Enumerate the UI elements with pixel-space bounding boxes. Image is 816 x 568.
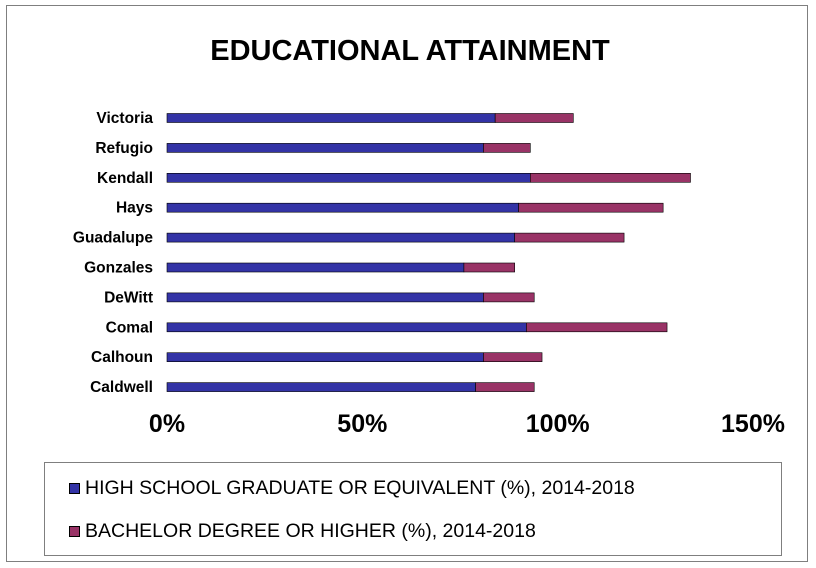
legend-label-high-school: HIGH SCHOOL GRADUATE OR EQUIVALENT (%), … <box>85 476 635 499</box>
bar-victoria-series-1 <box>166 113 496 123</box>
category-labels: Victoria Refugio Kendall Hays Guadalupe Gonza… <box>73 110 153 396</box>
bar-gonzales-series-1 <box>166 262 465 273</box>
chart-title: EDUCATIONAL ATTAINMENT <box>210 35 610 67</box>
bar-victoria-series-2 <box>494 113 574 123</box>
category-label-refugio: Refugio <box>95 140 153 157</box>
bar-dewitt-series-2 <box>483 292 535 303</box>
bar-guadalupe-series-2 <box>514 232 625 243</box>
legend-swatch-high-school <box>69 482 80 494</box>
x-tick-label-3: 150% <box>721 410 785 438</box>
x-tick-label-0: 0% <box>149 410 185 438</box>
bar-caldwell-series-1 <box>166 382 476 392</box>
category-label-comal: Comal <box>106 319 153 336</box>
category-label-kendall: Kendall <box>97 170 153 187</box>
legend: HIGH SCHOOL GRADUATE OR EQUIVALENT (%), … <box>44 462 782 556</box>
category-label-dewitt: DeWitt <box>104 289 153 306</box>
bar-gonzales-series-2 <box>463 262 515 273</box>
bar-guadalupe-series-1 <box>166 232 515 243</box>
x-tick-label-1: 50% <box>337 410 387 438</box>
bar-calhoun-series-1 <box>166 352 484 363</box>
x-axis-tick-labels: 0% 50% 100% 150% <box>149 410 785 438</box>
bars-group <box>166 113 691 392</box>
bar-calhoun-series-2 <box>483 352 543 363</box>
bar-kendall-series-1 <box>166 173 531 183</box>
legend-item-high-school: HIGH SCHOOL GRADUATE OR EQUIVALENT (%), … <box>69 476 635 500</box>
category-label-caldwell: Caldwell <box>90 379 153 396</box>
bar-comal-series-2 <box>526 322 668 333</box>
category-label-hays: Hays <box>116 200 153 217</box>
category-label-victoria: Victoria <box>96 110 153 127</box>
category-label-guadalupe: Guadalupe <box>73 230 153 247</box>
bar-caldwell-series-2 <box>475 382 535 392</box>
bar-dewitt-series-1 <box>166 292 484 303</box>
bar-refugio-series-1 <box>166 143 484 153</box>
bar-comal-series-1 <box>166 322 527 333</box>
category-label-gonzales: Gonzales <box>84 260 153 277</box>
x-tick-label-2: 100% <box>526 410 590 438</box>
legend-label-bachelor: BACHELOR DEGREE OR HIGHER (%), 2014-2018 <box>85 519 536 542</box>
legend-item-bachelor: BACHELOR DEGREE OR HIGHER (%), 2014-2018 <box>69 519 536 543</box>
bar-hays-series-1 <box>166 202 519 213</box>
bar-kendall-series-2 <box>530 173 691 183</box>
bar-hays-series-2 <box>518 202 664 213</box>
category-label-calhoun: Calhoun <box>91 349 153 366</box>
legend-swatch-bachelor <box>69 525 80 537</box>
bar-refugio-series-2 <box>483 143 531 153</box>
